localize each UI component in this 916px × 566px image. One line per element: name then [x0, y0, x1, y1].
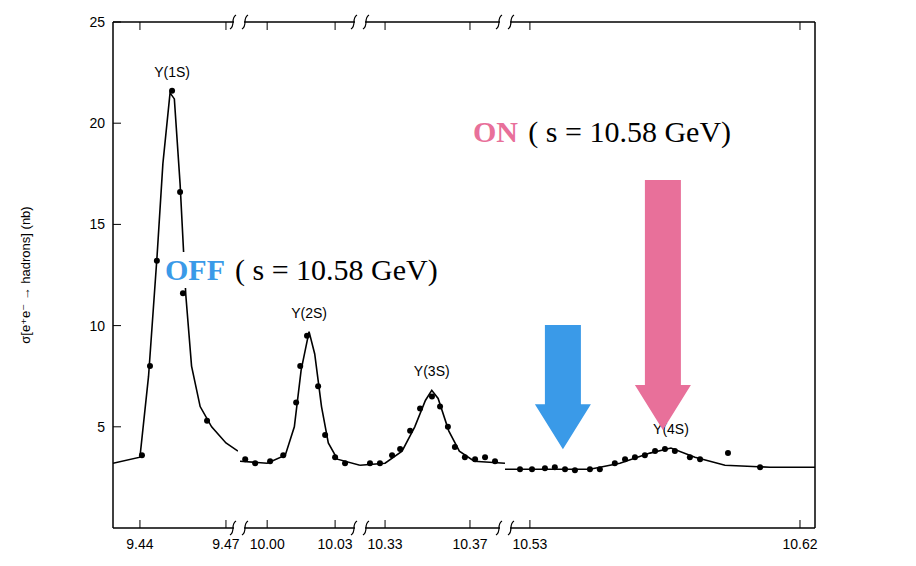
- x-tick-label: 10.53: [512, 536, 547, 552]
- background: [0, 0, 916, 566]
- frame-right: [814, 22, 816, 528]
- axis-break: [230, 521, 248, 535]
- y-tick-label: 15: [89, 216, 105, 232]
- y-axis-title: σ[e⁺e⁻ → hadrons] (nb): [18, 206, 33, 343]
- data-point: [572, 467, 578, 473]
- plot-data: [360, 390, 505, 466]
- data-point: [542, 465, 548, 471]
- axis-break: [351, 521, 369, 535]
- break-gap: [355, 525, 365, 531]
- x-tick-top: [529, 22, 530, 30]
- break-stroke: [496, 15, 502, 29]
- x-tick-label: 10.33: [368, 536, 403, 552]
- x-tick-label: 10.37: [452, 536, 487, 552]
- x-tick-top: [267, 22, 268, 30]
- x-tick: [529, 520, 530, 528]
- x-tick-label: 10.62: [782, 536, 817, 552]
- axis-break: [496, 15, 514, 29]
- frame-top: [505, 21, 815, 23]
- x-tick-top: [335, 22, 336, 30]
- x-axis-line: [505, 527, 815, 529]
- plot-data: [505, 446, 815, 473]
- peak-label: Υ(2S): [291, 305, 327, 321]
- peak-label: Υ(3S): [414, 363, 450, 379]
- break-stroke: [351, 521, 357, 535]
- break-gap: [355, 19, 365, 25]
- y-tick: [113, 224, 121, 225]
- annotation-text: ( s = 10.58 GeV): [528, 115, 731, 149]
- x-tick-top: [469, 22, 470, 30]
- x-tick: [799, 520, 800, 528]
- break-gap: [500, 19, 510, 25]
- peak-label: Υ(4S): [653, 421, 689, 437]
- y-tick-label: 5: [97, 419, 105, 435]
- y-tick: [113, 123, 121, 124]
- plot-data: [240, 332, 360, 467]
- y-tick: [113, 426, 121, 427]
- label-patch: [470, 114, 734, 150]
- chart: 9.44 9.47 5 10 15 20 25 σ[e⁺e⁻ → hadrons] (nb) Υ…: [0, 0, 916, 566]
- x-tick-top: [799, 22, 800, 30]
- frame-top: [113, 21, 238, 23]
- annotation-label: OFF: [165, 253, 225, 286]
- x-tick-top: [225, 22, 226, 30]
- x-tick: [139, 520, 140, 528]
- axis-break: [351, 15, 369, 29]
- y-axis-line: [112, 22, 114, 528]
- y-tick: [113, 325, 121, 326]
- fit-curve: [113, 93, 238, 463]
- break-stroke: [230, 521, 236, 535]
- axis-break: [230, 15, 248, 29]
- x-tick-top: [139, 22, 140, 30]
- arrow: [535, 325, 591, 449]
- break-gap: [234, 525, 244, 531]
- break-gap: [234, 19, 244, 25]
- fit-curve: [240, 332, 360, 466]
- break-stroke: [230, 15, 236, 29]
- x-tick-label: 9.44: [126, 536, 153, 552]
- break-stroke: [496, 521, 502, 535]
- x-tick: [267, 520, 268, 528]
- segment: 10.53 10.62: [505, 22, 818, 552]
- x-tick: [335, 520, 336, 528]
- fit-curve: [360, 390, 505, 465]
- y-tick-label: 25: [89, 14, 105, 30]
- break-stroke: [363, 521, 369, 535]
- peak-label: Υ(1S): [154, 64, 190, 80]
- break-stroke: [508, 15, 514, 29]
- fit-curve: [505, 448, 815, 469]
- x-tick-label: 10.00: [250, 536, 285, 552]
- annotation-text: ( s = 10.58 GeV): [235, 253, 438, 287]
- break-stroke: [351, 15, 357, 29]
- axis-break: [496, 521, 514, 535]
- break-stroke: [508, 521, 514, 535]
- label-patch: [162, 252, 441, 288]
- break-stroke: [242, 521, 248, 535]
- break-stroke: [242, 15, 248, 29]
- x-axis-line: [240, 527, 360, 529]
- y-tick-label: 10: [89, 318, 105, 334]
- x-tick-top: [385, 22, 386, 30]
- frame-top: [360, 21, 505, 23]
- x-tick: [225, 520, 226, 528]
- y-tick: [113, 22, 121, 23]
- x-tick: [469, 520, 470, 528]
- x-tick-label: 10.03: [318, 536, 353, 552]
- annotation-label: ON: [473, 115, 518, 148]
- x-axis-line: [113, 527, 238, 529]
- x-tick-label: 9.47: [212, 536, 239, 552]
- y-tick-label: 20: [89, 115, 105, 131]
- data-point: [482, 454, 488, 460]
- break-stroke: [363, 15, 369, 29]
- annotation: ON ( s = 10.58 GeV): [470, 114, 734, 150]
- x-axis-line: [360, 527, 505, 529]
- frame-top: [240, 21, 360, 23]
- plot-data: [113, 88, 238, 463]
- segment: 9.44 9.47 5 10 15 20 25 σ[e⁺e⁻ → hadrons] (nb): [18, 14, 240, 552]
- data-point: [725, 450, 731, 456]
- break-gap: [500, 525, 510, 531]
- arrow: [635, 180, 691, 430]
- x-tick: [385, 520, 386, 528]
- annotation: OFF ( s = 10.58 GeV): [162, 252, 441, 288]
